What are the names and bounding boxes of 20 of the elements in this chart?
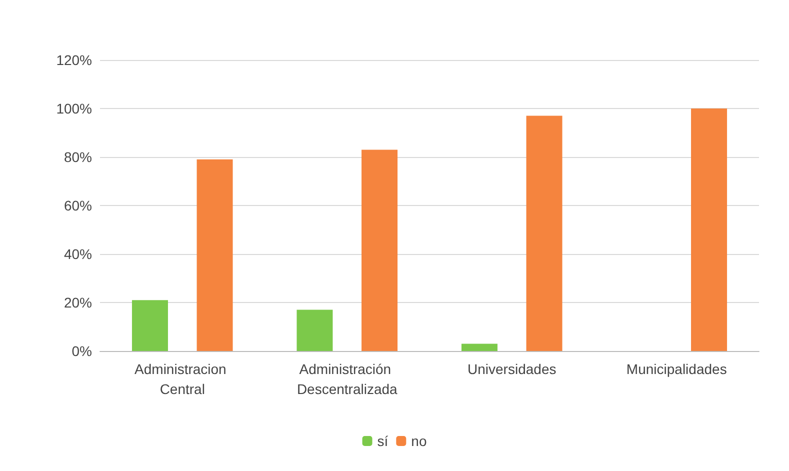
- y-tick-label: 20%: [64, 294, 92, 310]
- bar: [691, 108, 728, 351]
- legend-label: sí: [377, 433, 388, 449]
- y-tick-label: 100%: [56, 100, 92, 116]
- x-tick-label: Universidades: [468, 361, 556, 377]
- bar: [132, 300, 168, 351]
- bar: [362, 150, 398, 351]
- legend-label: no: [411, 433, 427, 449]
- bar: [526, 116, 562, 351]
- bar: [296, 310, 333, 351]
- x-tick-label: Municipalidades: [626, 361, 727, 377]
- x-tick-label: Administración Descentralizada: [296, 361, 398, 397]
- bar: [461, 344, 498, 351]
- y-tick-label: 0%: [72, 343, 92, 359]
- bar: [196, 159, 233, 351]
- y-tick-label: 80%: [64, 149, 92, 165]
- y-tick-label: 40%: [64, 246, 92, 262]
- x-tick-label: Administracion Central: [134, 361, 230, 397]
- y-tick-label: 60%: [64, 198, 92, 214]
- y-tick-label: 120%: [56, 52, 92, 68]
